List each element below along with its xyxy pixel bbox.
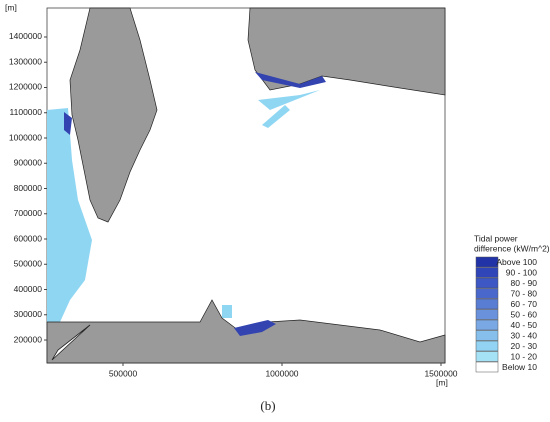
y-tick-label: 1300000 (9, 56, 42, 66)
y-tick-label: 400000 (14, 284, 43, 294)
legend-swatch (475, 267, 499, 278)
legend-swatch (475, 340, 499, 352)
y-axis-label: [m] (5, 2, 17, 12)
y-tick-label: 500000 (14, 259, 43, 269)
high-power-zone (234, 320, 276, 336)
y-tick-label: 1200000 (9, 82, 42, 92)
legend-swatch (475, 277, 499, 289)
y-tick-label: 900000 (14, 158, 43, 168)
y-tick-label: 800000 (14, 183, 43, 193)
shallow-zone (258, 90, 320, 110)
legend-label: 50 - 60 (511, 309, 538, 319)
legend-title: Tidal power (474, 233, 518, 243)
axes: 200000 300000 400000 500000 600000 700000 8000… (9, 31, 458, 378)
shallow-zone (47, 300, 70, 322)
x-tick-label: 500000 (109, 368, 138, 378)
y-tick-label: 1400000 (9, 31, 42, 41)
legend-swatch (475, 288, 499, 299)
y-tick-label: 300000 (14, 309, 43, 319)
y-tick-label: 200000 (14, 334, 43, 344)
x-tick-label: 1000000 (265, 368, 298, 378)
legend-label: 40 - 50 (511, 320, 538, 330)
legend-swatch (475, 351, 499, 362)
legend-label: 80 - 90 (511, 278, 538, 288)
high-power-zone (255, 72, 326, 88)
legend-label: 60 - 70 (511, 299, 538, 309)
legend-label: Below 10 (502, 362, 537, 372)
y-tick-label: 1000000 (9, 132, 42, 142)
legend-swatch (475, 361, 499, 373)
legend-label: 20 - 30 (511, 341, 538, 351)
y-tick-label: 700000 (14, 208, 43, 218)
x-tick-label: 1500000 (424, 368, 457, 378)
legend-label: Above 100 (496, 257, 537, 267)
legend-swatch (475, 309, 499, 320)
y-tick-label: 600000 (14, 233, 43, 243)
legend-swatch (475, 298, 499, 310)
y-tick-label: 1100000 (10, 107, 43, 117)
legend-title: difference (kW/m^2) (474, 243, 550, 253)
caption: (b) (260, 398, 275, 413)
high-power-zone (64, 112, 72, 135)
legend-swatch (475, 256, 499, 268)
legend-swatch (475, 319, 499, 331)
legend-swatch (475, 330, 499, 341)
landmass (69, 7, 158, 223)
shallow-zone (262, 105, 290, 128)
legend: Tidal power difference (kW/m^2) Above 10… (474, 233, 550, 373)
north-arrow (51, 324, 91, 361)
shallow-zone (222, 305, 232, 318)
legend-label: 30 - 40 (511, 330, 538, 340)
shallow-zone (47, 108, 92, 305)
legend-label: 70 - 80 (511, 288, 538, 298)
legend-label: 90 - 100 (506, 267, 537, 277)
legend-label: 10 - 20 (511, 351, 538, 361)
map-layers (46, 7, 446, 364)
x-axis-label: [m] (436, 377, 448, 387)
